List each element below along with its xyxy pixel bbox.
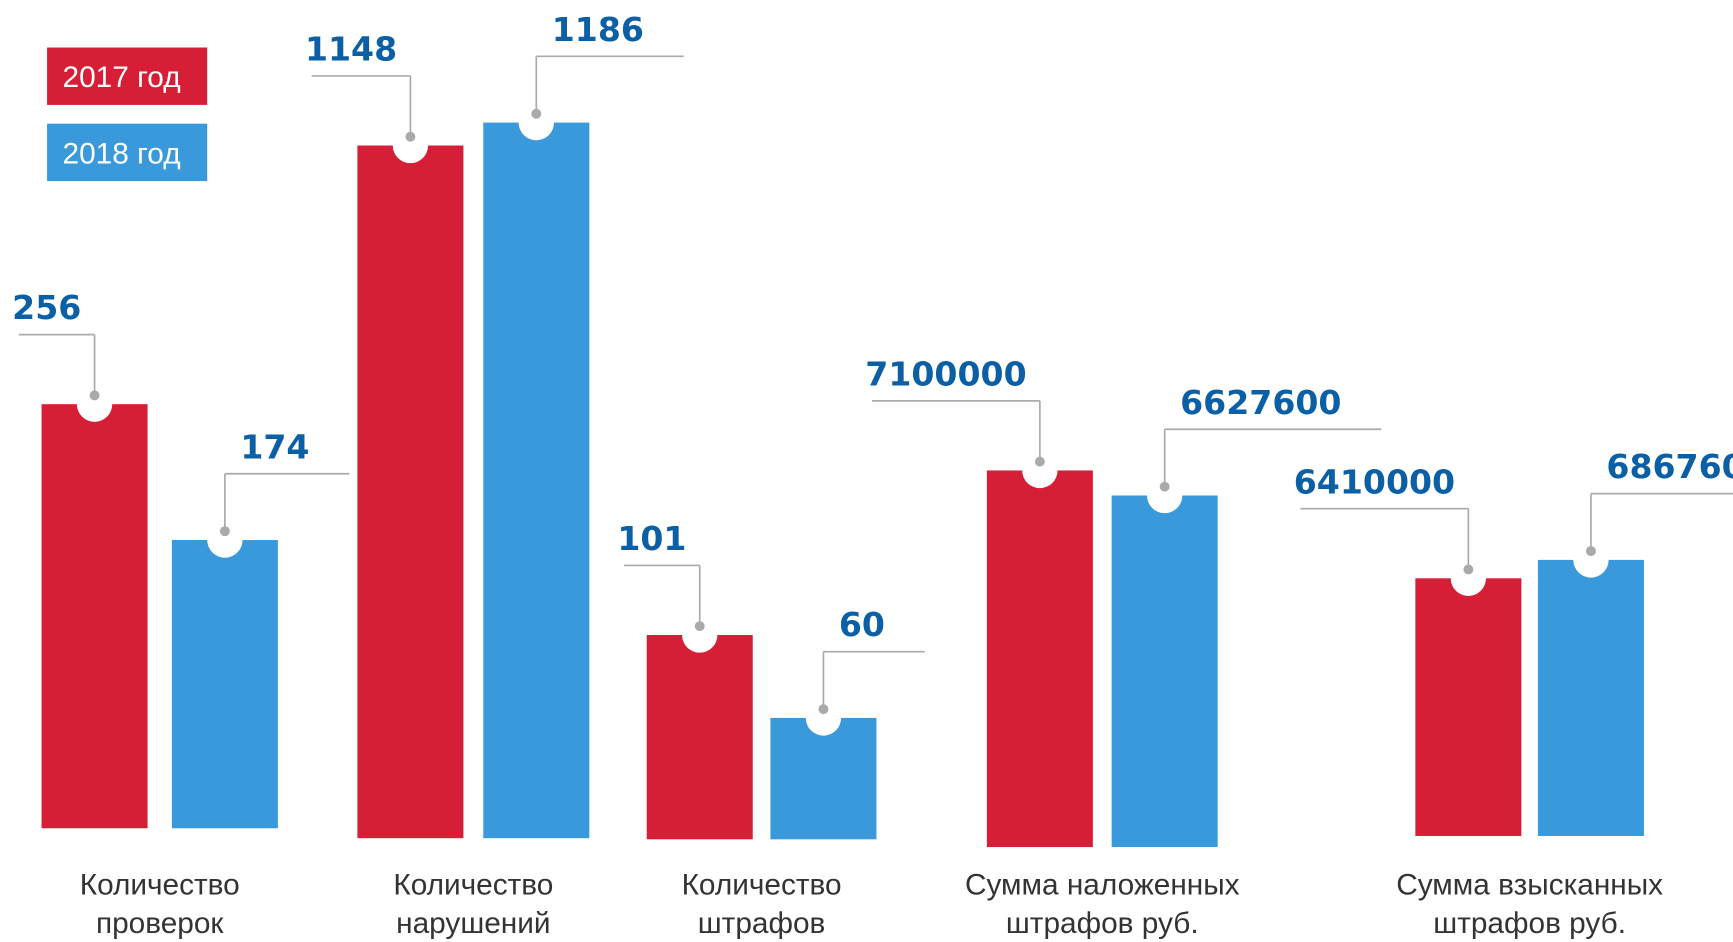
- bar-notch: [76, 386, 113, 422]
- bar-notch: [1573, 542, 1609, 578]
- category-label: Количество: [682, 869, 842, 902]
- value-label: 6410000: [1294, 462, 1455, 501]
- bar-notch: [682, 617, 718, 653]
- bar-notch: [1450, 560, 1487, 596]
- value-label: 1148: [305, 29, 397, 68]
- bar: [986, 470, 1093, 848]
- category-label: Количество: [393, 869, 553, 902]
- category-label: штрафов: [698, 907, 826, 940]
- category-label: проверок: [96, 907, 224, 940]
- bar-notch: [207, 522, 243, 558]
- bar: [1537, 559, 1644, 836]
- value-label: 101: [617, 519, 686, 558]
- leader-dot: [405, 131, 416, 142]
- bar: [646, 634, 753, 840]
- leader-dot: [531, 108, 542, 119]
- legend-swatch: [47, 47, 208, 105]
- category-label: штрафов руб.: [1433, 907, 1626, 940]
- category-label: Сумма наложенных: [965, 869, 1240, 902]
- value-label: 256: [12, 288, 81, 327]
- value-label: 7100000: [865, 354, 1026, 393]
- bar: [1415, 578, 1522, 836]
- legend-swatch: [47, 123, 208, 182]
- bar-notch: [1022, 452, 1058, 489]
- bar: [770, 717, 877, 840]
- value-label: 6867600: [1606, 447, 1733, 486]
- bar-notch: [518, 104, 554, 141]
- bar-notch: [805, 700, 842, 736]
- value-label: 60: [839, 605, 885, 644]
- bar-notch: [1147, 477, 1183, 514]
- category-label: Количество: [80, 869, 240, 902]
- value-label: 6627600: [1180, 383, 1341, 422]
- category-label: Сумма взысканных: [1396, 869, 1663, 902]
- bar: [483, 122, 590, 839]
- bar: [171, 540, 278, 829]
- value-label: 174: [240, 427, 309, 466]
- bar: [41, 404, 148, 829]
- bar-notch: [392, 127, 429, 164]
- value-label: 1186: [552, 10, 644, 49]
- legend-label: 2018 год: [63, 137, 181, 170]
- category-label: нарушений: [396, 907, 550, 940]
- category-label: штрафов руб.: [1006, 907, 1199, 940]
- bar: [1111, 495, 1218, 848]
- bar: [357, 145, 464, 839]
- legend-label: 2017 год: [63, 61, 181, 94]
